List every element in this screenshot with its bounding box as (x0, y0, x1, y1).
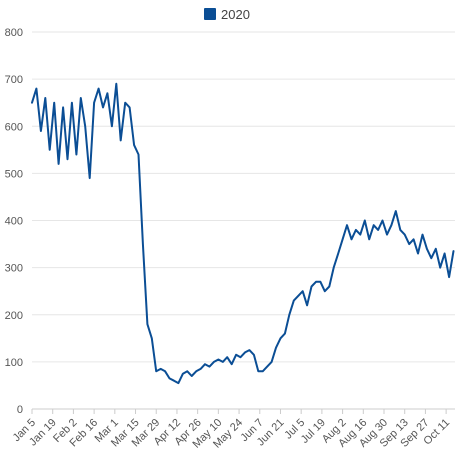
legend[interactable]: 2020 (204, 7, 250, 22)
grid-lines (32, 31, 455, 410)
y-tick-label: 400 (5, 216, 23, 228)
y-axis: 0 100 200 300 400 500 600 700 800 (5, 27, 23, 416)
legend-swatch-2020 (204, 8, 216, 20)
y-tick-label: 800 (5, 27, 23, 39)
y-tick-label: 200 (5, 310, 23, 322)
y-tick-label: 600 (5, 121, 23, 133)
legend-label-2020: 2020 (221, 7, 250, 22)
y-tick-label: 500 (5, 168, 23, 180)
y-tick-label: 0 (17, 404, 23, 416)
y-tick-label: 100 (5, 357, 23, 369)
y-tick-label: 700 (5, 74, 23, 86)
series-group (31, 82, 455, 385)
series-line-2020[interactable] (31, 82, 455, 385)
y-tick-label: 300 (5, 263, 23, 275)
